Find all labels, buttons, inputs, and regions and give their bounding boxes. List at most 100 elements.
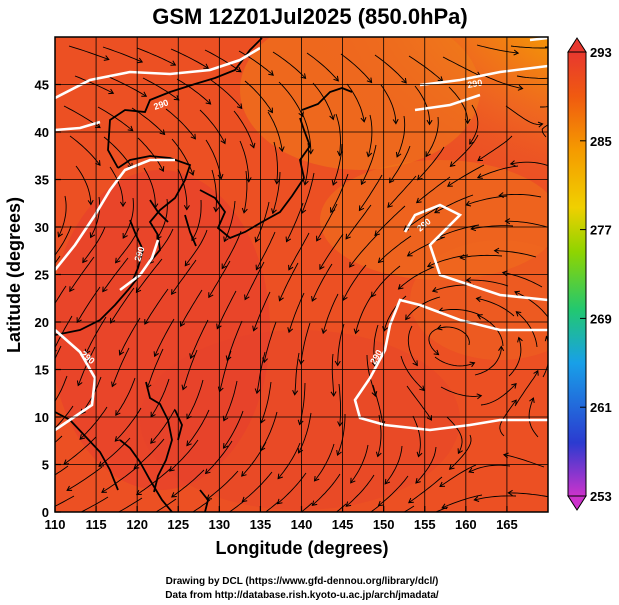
streamline	[263, 321, 277, 363]
streamline-arrow	[350, 477, 356, 484]
streamline	[407, 325, 418, 366]
streamline	[228, 500, 245, 512]
streamline	[108, 76, 147, 97]
streamline	[136, 47, 176, 66]
streamline	[169, 439, 199, 472]
streamline	[150, 378, 170, 418]
streamline-arrow	[89, 232, 96, 239]
streamline	[90, 196, 101, 238]
streamline	[136, 468, 171, 495]
streamline	[387, 175, 417, 208]
streamline-arrow	[377, 500, 384, 507]
streamline	[312, 82, 334, 120]
streamline-arrow	[345, 233, 351, 240]
streamlines	[55, 44, 553, 512]
streamline-arrow	[181, 384, 188, 391]
streamline-arrow	[76, 380, 83, 387]
streamline-arrow	[509, 160, 516, 167]
streamline-arrow	[549, 45, 553, 50]
streamline-arrow	[82, 257, 88, 264]
x-tick-label: 130	[208, 517, 230, 532]
streamline	[416, 176, 451, 203]
streamline-arrow	[297, 419, 304, 426]
streamline-arrow	[408, 497, 414, 504]
streamline	[102, 46, 143, 63]
streamline-arrow	[358, 205, 365, 212]
streamline	[253, 291, 271, 331]
streamline	[294, 352, 300, 395]
streamline-arrow	[274, 178, 281, 185]
streamline-arrow	[137, 57, 144, 64]
streamline	[477, 314, 504, 347]
streamline-arrow	[150, 438, 156, 444]
streamline	[370, 504, 381, 512]
streamline-arrow	[183, 205, 190, 211]
streamline	[345, 474, 375, 507]
colorbar: 253 261 269 277 285 293	[567, 37, 612, 511]
streamline-arrow	[111, 381, 117, 388]
streamline-arrow	[235, 66, 242, 73]
streamline-arrow	[225, 355, 232, 362]
streamline	[380, 84, 397, 124]
streamline-arrow	[249, 142, 256, 149]
streamline	[338, 383, 341, 426]
streamline-arrow	[498, 192, 504, 199]
chart-title: GSM 12Z01Jul2025 (850.0hPa)	[152, 4, 468, 29]
streamline-arrow	[223, 236, 229, 243]
streamline	[337, 414, 346, 456]
streamline-arrow	[366, 151, 373, 158]
colorbar-tick-label: 253	[590, 489, 612, 504]
streamline	[85, 316, 107, 354]
streamline	[204, 49, 242, 73]
streamline	[340, 53, 372, 83]
streamline-arrow	[493, 247, 500, 254]
streamline-arrow	[425, 151, 431, 158]
streamline	[69, 135, 101, 166]
streamline-arrow	[311, 296, 317, 302]
streamline	[97, 106, 133, 131]
streamline-arrow	[271, 208, 277, 215]
streamline-arrow	[244, 294, 250, 301]
streamline	[170, 48, 209, 69]
streamline	[407, 236, 446, 257]
streamline-arrow	[95, 160, 101, 166]
streamline-arrow	[476, 314, 483, 320]
streamline	[223, 410, 244, 449]
streamline	[272, 171, 281, 214]
streamline-arrow	[334, 360, 341, 367]
streamline	[180, 289, 203, 327]
streamline	[359, 174, 383, 211]
streamline	[477, 165, 519, 179]
streamline	[186, 379, 204, 419]
streamline	[144, 288, 169, 325]
streamline-arrow	[433, 349, 440, 356]
streamline	[221, 230, 242, 269]
streamline-arrow	[307, 149, 314, 155]
streamline-arrow	[84, 348, 91, 355]
streamline-arrow	[468, 467, 475, 474]
colorbar-tick-label: 277	[590, 223, 612, 238]
streamline-arrow	[517, 336, 523, 343]
streamline-arrow	[179, 321, 186, 327]
streamline	[345, 204, 372, 240]
streamline-arrow	[504, 218, 511, 225]
streamline	[349, 234, 378, 268]
streamline	[311, 263, 333, 302]
streamline	[171, 469, 205, 498]
streamline-arrow	[511, 383, 517, 389]
streamline-arrow	[66, 485, 73, 491]
streamline	[439, 464, 477, 487]
streamline-arrow	[544, 335, 548, 342]
streamline	[476, 44, 519, 54]
streamline	[80, 496, 109, 512]
streamline	[101, 467, 137, 493]
streamline-arrow	[119, 201, 127, 208]
streamline-arrow	[353, 328, 360, 335]
streamline-arrow	[529, 397, 535, 403]
streamline-arrow	[517, 84, 524, 91]
streamline-arrow	[397, 284, 404, 290]
coastlines	[55, 37, 353, 512]
streamline	[260, 381, 272, 423]
streamline	[110, 287, 135, 324]
